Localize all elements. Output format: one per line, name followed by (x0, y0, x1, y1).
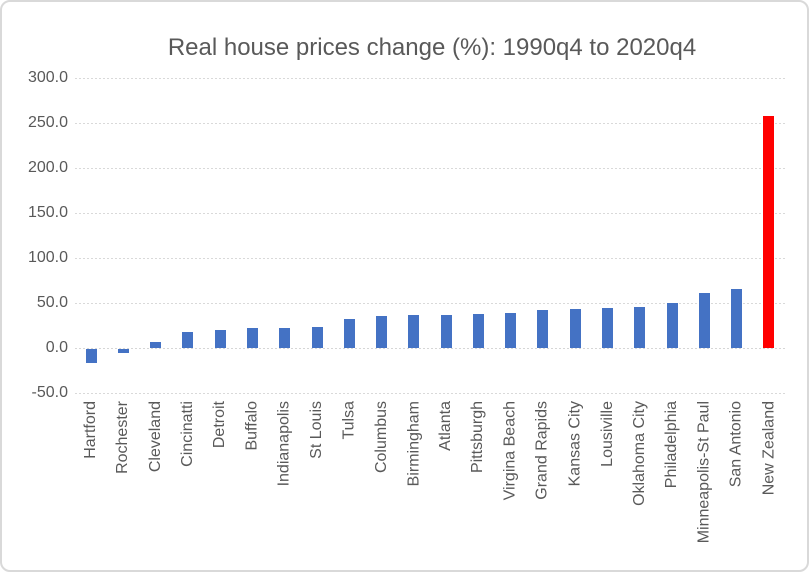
chart-title: Real house prices change (%): 1990q4 to … (167, 34, 697, 61)
gridline (75, 78, 785, 79)
gridline (75, 123, 785, 124)
bar-cleveland (150, 341, 162, 348)
bar-rochester (117, 349, 129, 353)
bar-oklahoma-city (634, 306, 646, 348)
y-tick-label: 250.0 (27, 114, 68, 131)
bar-buffalo (247, 328, 258, 348)
bar-cincinatti (182, 331, 194, 348)
bar-lousiville (602, 308, 613, 348)
y-tick-label: 300.0 (27, 69, 68, 86)
y-tick-label: 150.0 (27, 204, 68, 221)
gridline (75, 213, 785, 214)
bar-pittsburgh (472, 313, 484, 348)
bar-detroit (214, 330, 226, 348)
bar-virgina-beach (505, 312, 517, 348)
bar-tulsa (343, 319, 355, 348)
y-tick-label: -50.0 (31, 384, 68, 401)
gridline (75, 393, 785, 394)
y-tick-label: 200.0 (27, 159, 68, 176)
bar-birmingham (408, 314, 420, 348)
bar-kansas-city (569, 309, 581, 348)
bar-new-zealand (763, 115, 775, 348)
bar-minneapolis-st-paul (698, 293, 710, 348)
bar-columbus (376, 315, 388, 348)
y-tick-label: 0.0 (45, 339, 68, 356)
y-tick-label: 100.0 (27, 249, 68, 266)
bar-san-antonio (731, 288, 743, 348)
x-axis-line (75, 348, 785, 349)
bar-st-louis (311, 327, 323, 348)
bar-philadelphia (666, 303, 678, 348)
bar-grand-rapids (537, 310, 549, 348)
gridline (75, 303, 785, 304)
gridline (75, 168, 785, 169)
bar-atlanta (440, 314, 452, 348)
gridline (75, 258, 785, 259)
y-tick-label: 50.0 (36, 294, 68, 311)
bar-hartford (85, 349, 97, 364)
bar-indianapolis (279, 328, 291, 348)
